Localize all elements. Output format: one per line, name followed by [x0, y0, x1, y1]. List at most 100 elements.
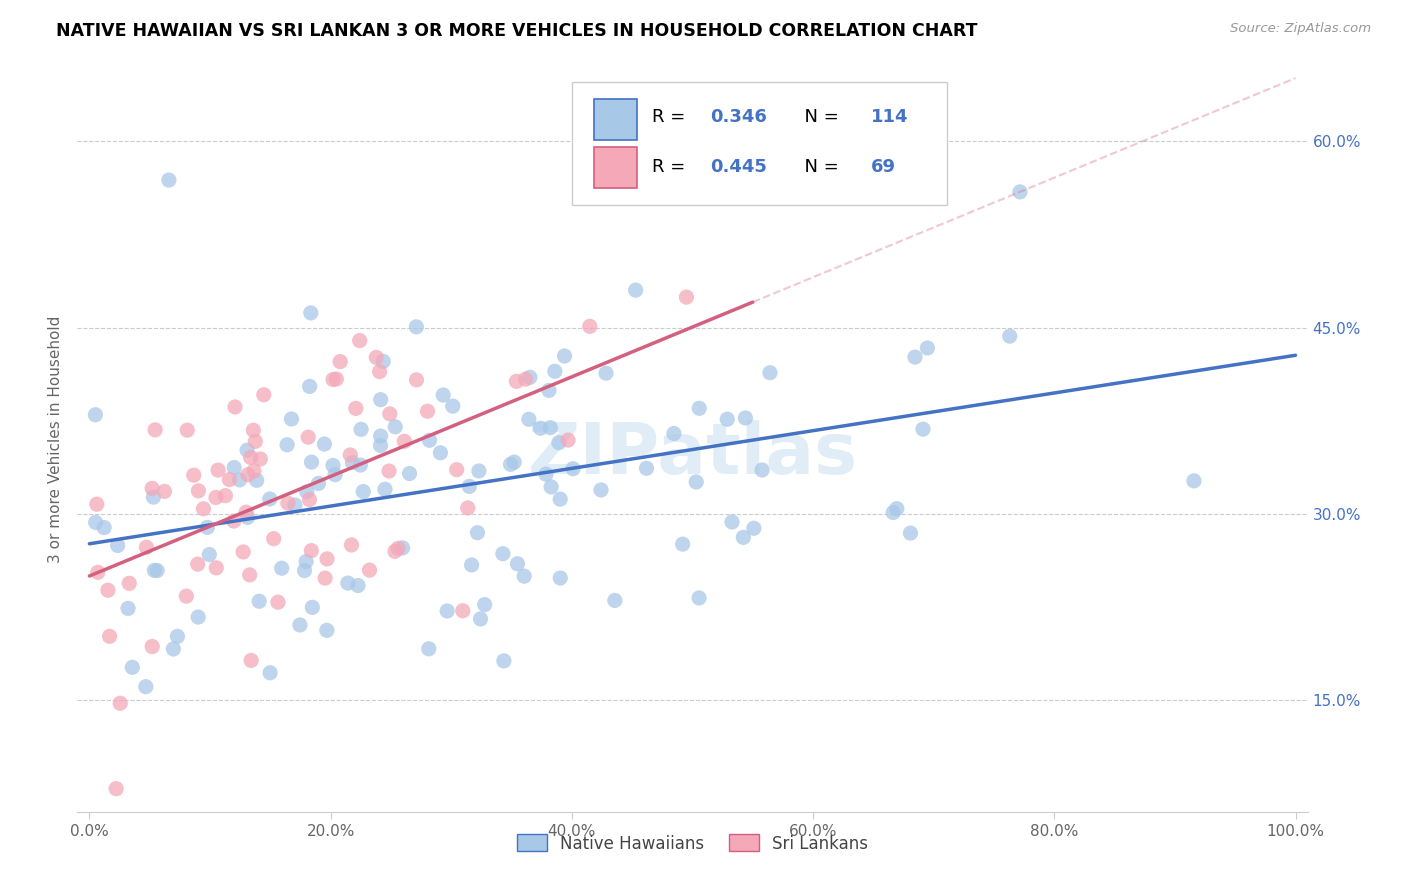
Point — [460, 558, 482, 572]
Point — [675, 290, 697, 304]
Point — [603, 593, 626, 607]
Point — [205, 491, 228, 505]
Point — [322, 372, 344, 386]
Point — [218, 473, 240, 487]
Point — [716, 412, 738, 426]
Text: 0.346: 0.346 — [710, 108, 766, 126]
Point — [405, 373, 427, 387]
Point — [554, 349, 576, 363]
Point — [329, 354, 352, 368]
Point — [849, 171, 872, 186]
Point — [276, 438, 298, 452]
Point — [578, 319, 600, 334]
Point — [911, 422, 934, 436]
Point — [239, 567, 262, 582]
Point — [141, 482, 163, 496]
Point — [513, 569, 536, 583]
Point — [162, 642, 184, 657]
Point — [259, 491, 281, 506]
Point — [886, 501, 908, 516]
Point — [370, 392, 392, 407]
Point — [143, 423, 166, 437]
Point — [468, 464, 491, 478]
Point — [105, 781, 128, 796]
Text: Source: ZipAtlas.com: Source: ZipAtlas.com — [1230, 22, 1371, 36]
Point — [378, 407, 401, 421]
Point — [387, 541, 409, 556]
Point — [458, 479, 481, 493]
Point — [299, 306, 322, 320]
Point — [187, 483, 209, 498]
Point — [245, 434, 267, 449]
Point — [336, 576, 359, 591]
Point — [307, 476, 329, 491]
Point — [267, 595, 290, 609]
Point — [347, 578, 370, 592]
Point — [228, 473, 250, 487]
Point — [349, 334, 371, 348]
Point — [391, 541, 413, 555]
Point — [529, 421, 551, 435]
Point — [97, 583, 120, 598]
Point — [624, 283, 647, 297]
Point — [467, 525, 489, 540]
Point — [93, 520, 115, 534]
Point — [314, 437, 336, 451]
Point — [538, 420, 561, 434]
Text: 0.445: 0.445 — [710, 159, 766, 177]
Point — [446, 463, 468, 477]
Point — [86, 497, 108, 511]
Point — [236, 443, 259, 458]
Point — [359, 563, 381, 577]
Point — [519, 370, 541, 384]
Point — [187, 610, 209, 624]
Point — [595, 366, 617, 380]
Text: 114: 114 — [870, 108, 908, 126]
Point — [242, 423, 264, 437]
Point — [370, 429, 392, 443]
Point — [457, 500, 479, 515]
Point — [183, 468, 205, 483]
Point — [499, 458, 522, 472]
Text: R =: R = — [652, 159, 690, 177]
Point — [1008, 185, 1031, 199]
Point — [544, 364, 567, 378]
Point — [998, 329, 1021, 343]
Point — [742, 521, 765, 535]
Point — [506, 557, 529, 571]
Point — [176, 589, 198, 603]
Point — [277, 496, 299, 510]
Point — [239, 450, 262, 465]
Point — [135, 540, 157, 554]
Point — [314, 571, 336, 585]
Point — [492, 547, 515, 561]
Text: R =: R = — [652, 108, 690, 126]
Point — [537, 384, 560, 398]
Point — [298, 492, 321, 507]
Point — [344, 401, 367, 416]
Point — [166, 629, 188, 643]
Point — [685, 475, 707, 489]
Text: N =: N = — [793, 159, 845, 177]
Legend: Native Hawaiians, Sri Lankans: Native Hawaiians, Sri Lankans — [510, 828, 875, 859]
Point — [548, 571, 571, 585]
Point — [253, 388, 276, 402]
Point — [301, 600, 323, 615]
Point — [557, 433, 579, 447]
Point — [297, 430, 319, 444]
Point — [470, 612, 492, 626]
Point — [384, 419, 406, 434]
Point — [236, 467, 259, 482]
Point — [517, 412, 540, 426]
Point — [142, 490, 165, 504]
Point — [315, 624, 337, 638]
Text: NATIVE HAWAIIAN VS SRI LANKAN 3 OR MORE VEHICLES IN HOUSEHOLD CORRELATION CHART: NATIVE HAWAIIAN VS SRI LANKAN 3 OR MORE … — [56, 22, 977, 40]
Point — [98, 629, 121, 643]
Point — [284, 498, 307, 512]
Point — [492, 654, 515, 668]
Point — [662, 426, 685, 441]
Point — [374, 483, 396, 497]
Point — [295, 554, 318, 568]
Point — [350, 422, 373, 436]
Point — [441, 399, 464, 413]
